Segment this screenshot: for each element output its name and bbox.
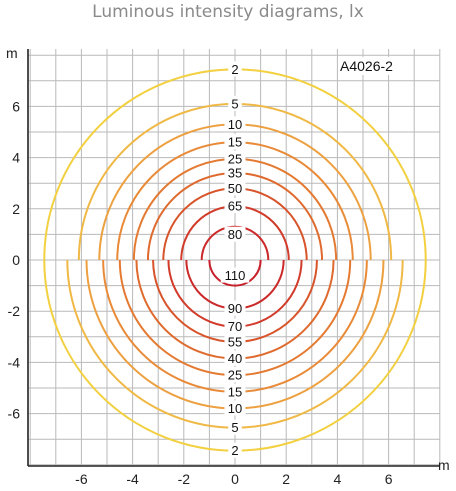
x-unit-label: m <box>438 457 450 473</box>
contour-label-lower-70-bg <box>224 318 246 334</box>
contour-label-lower-5-bg <box>228 419 242 435</box>
contour-label-upper-65-bg <box>224 198 246 214</box>
contour-label-lower-5: 5 <box>231 420 238 435</box>
contour-label-upper-15: 15 <box>228 135 242 150</box>
y-tick-label: -2 <box>8 303 21 319</box>
contour-label-lower-70: 70 <box>228 319 242 334</box>
x-tick-label: -4 <box>126 471 139 487</box>
y-tick-label: 0 <box>12 252 20 268</box>
contour-label-lower-40: 40 <box>228 351 242 366</box>
contour-label-lower-110: 110 <box>225 268 246 283</box>
y-tick-label: -4 <box>8 354 21 370</box>
contour-label-lower-15-bg <box>224 383 246 399</box>
contour-label-lower-2-bg <box>228 442 242 458</box>
model-label: A4026-2 <box>340 58 393 74</box>
contour-label-upper-10-bg <box>224 116 246 132</box>
contour-label-lower-25-bg <box>224 367 246 383</box>
contour-label-upper-50-bg <box>224 180 246 196</box>
contour-label-lower-15: 15 <box>228 384 242 399</box>
contour-label-upper-80-bg <box>224 226 246 242</box>
contour-lower-110 <box>208 259 262 287</box>
contour-label-upper-65: 65 <box>228 199 242 214</box>
contour-label-lower-90-bg <box>224 300 246 316</box>
contour-label-upper-50: 50 <box>228 181 242 196</box>
contour-label-lower-25: 25 <box>228 368 242 383</box>
chart-title: Luminous intensity diagrams, lx <box>92 2 364 22</box>
contour-label-upper-5-bg <box>228 95 242 111</box>
x-tick-label: 4 <box>334 471 342 487</box>
contour-label-lower-55-bg <box>224 333 246 349</box>
y-tick-label: 2 <box>12 201 20 217</box>
y-tick-label: -6 <box>8 406 21 422</box>
y-unit-label: m <box>6 45 18 61</box>
x-tick-label: 0 <box>231 471 239 487</box>
contour-label-lower-10: 10 <box>228 401 242 416</box>
x-tick-label: -2 <box>178 471 191 487</box>
contour-label-upper-80: 80 <box>228 227 242 242</box>
y-tick-label: 4 <box>12 150 20 166</box>
contour-label-upper-5: 5 <box>231 96 238 111</box>
contour-label-lower-10-bg <box>224 400 246 416</box>
contour-label-upper-25: 25 <box>228 151 242 166</box>
contour-label-upper-15-bg <box>224 134 246 150</box>
contour-label-upper-35-bg <box>224 164 246 180</box>
contour-label-lower-40-bg <box>224 350 246 366</box>
contour-label-lower-110-bg <box>220 267 250 283</box>
contour-label-lower-2: 2 <box>231 443 238 458</box>
contour-label-lower-90: 90 <box>228 301 242 316</box>
y-tick-label: 6 <box>12 98 20 114</box>
x-tick-label: -6 <box>75 471 88 487</box>
x-tick-label: 2 <box>282 471 290 487</box>
contour-label-upper-10: 10 <box>228 117 242 132</box>
contour-label-upper-2-bg <box>228 61 242 77</box>
contour-label-upper-35: 35 <box>228 165 242 180</box>
contour-label-upper-25-bg <box>224 150 246 166</box>
x-tick-label: 6 <box>385 471 393 487</box>
contour-label-lower-55: 55 <box>228 334 242 349</box>
model-label-bg <box>338 57 402 75</box>
contour-label-upper-2: 2 <box>231 62 238 77</box>
